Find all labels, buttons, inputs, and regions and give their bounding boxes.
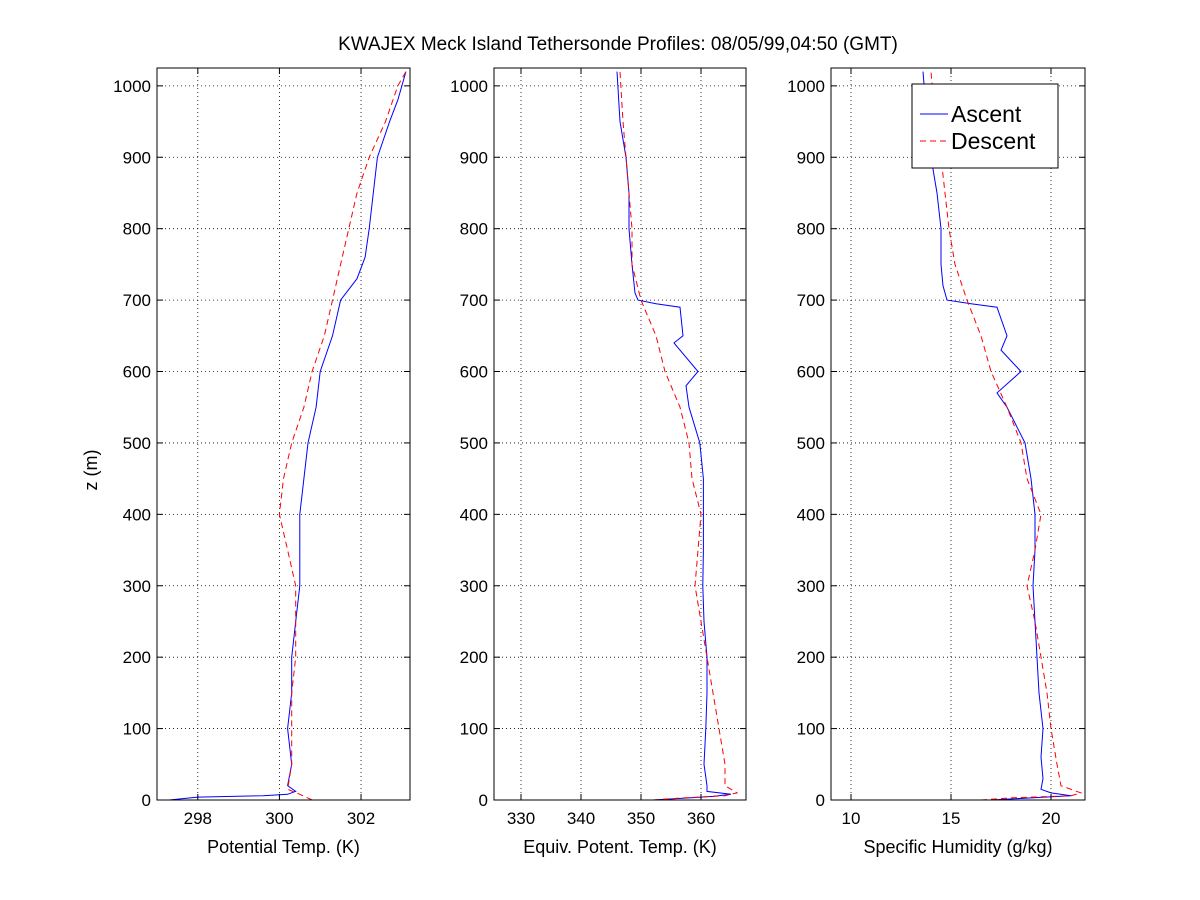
- y-tick-label: 300: [797, 577, 825, 596]
- y-axis-label: z (m): [81, 450, 101, 491]
- y-tick-label: 1000: [113, 77, 151, 96]
- y-tick-label: 100: [460, 720, 488, 739]
- x-axis-label: Specific Humidity (g/kg): [863, 837, 1052, 857]
- y-tick-label: 200: [460, 648, 488, 667]
- x-tick-label: 20: [1042, 809, 1061, 828]
- series-line-ascent: [922, 71, 1072, 800]
- y-tick-label: 900: [123, 148, 151, 167]
- y-tick-label: 600: [797, 363, 825, 382]
- panel-3: 10 15 2001002003004005006007008009001000Sp…: [787, 67, 1086, 857]
- x-tick-label: 15: [942, 809, 961, 828]
- series-line-ascent: [616, 71, 732, 800]
- y-tick-label: 900: [460, 148, 488, 167]
- legend-label-ascent: Ascent: [951, 101, 1022, 127]
- axes-frame: [493, 67, 747, 801]
- y-tick-label: 1000: [787, 77, 825, 96]
- y-tick-label: 400: [460, 505, 488, 524]
- series-line-descent: [278, 71, 407, 800]
- y-tick-label: 900: [797, 148, 825, 167]
- legend-box: [911, 83, 1059, 169]
- y-tick-label: 0: [816, 791, 825, 810]
- y-tick-label: 600: [460, 363, 488, 382]
- x-tick-label: 300: [265, 809, 293, 828]
- y-tick-label: 0: [142, 791, 151, 810]
- y-tick-label: 400: [123, 505, 151, 524]
- series-line-descent: [930, 71, 1083, 800]
- y-tick-label: 300: [123, 577, 151, 596]
- x-tick-label: 330: [507, 809, 535, 828]
- panel-1: 298 300 302 0 100 200 300 400 500 600 700 800 900 100…: [113, 67, 411, 857]
- y-tick-label: 800: [123, 220, 151, 239]
- x-tick-label: 298: [184, 809, 212, 828]
- y-tick-label: 500: [797, 434, 825, 453]
- y-tick-label: 400: [797, 505, 825, 524]
- y-tick-label: 100: [797, 720, 825, 739]
- x-tick-label: 302: [347, 809, 375, 828]
- y-tick-label: 200: [123, 648, 151, 667]
- x-tick-label: 340: [567, 809, 595, 828]
- y-tick-label: 600: [123, 363, 151, 382]
- panel-2: 330 340 350 360 0 100 200 300 400 500 600 700 800 900…: [450, 67, 747, 857]
- x-axis-label: Potential Temp. (K): [207, 837, 360, 857]
- y-tick-label: 500: [123, 434, 151, 453]
- x-tick-label: 350: [627, 809, 655, 828]
- axes-frame: [830, 67, 1086, 801]
- y-tick-label: 700: [460, 291, 488, 310]
- y-tick-label: 700: [123, 291, 151, 310]
- x-tick-label: 10: [842, 809, 861, 828]
- y-tick-label: 700: [797, 291, 825, 310]
- y-tick-label: 800: [797, 220, 825, 239]
- series-line-ascent: [169, 71, 407, 800]
- legend-label-descent: Descent: [951, 128, 1036, 154]
- y-tick-label: 500: [460, 434, 488, 453]
- y-tick-label: 0: [479, 791, 488, 810]
- y-tick-label: 300: [460, 577, 488, 596]
- y-tick-label: 1000: [450, 77, 488, 96]
- series-line-descent: [619, 71, 739, 800]
- y-tick-label: 200: [797, 648, 825, 667]
- y-tick-label: 100: [123, 720, 151, 739]
- axes-frame: [156, 67, 411, 801]
- y-tick-label: 800: [460, 220, 488, 239]
- x-tick-label: 360: [687, 809, 715, 828]
- chart-title: KWAJEX Meck Island Tethersonde Profiles:…: [338, 34, 898, 55]
- x-axis-label: Equiv. Potent. Temp. (K): [523, 837, 716, 857]
